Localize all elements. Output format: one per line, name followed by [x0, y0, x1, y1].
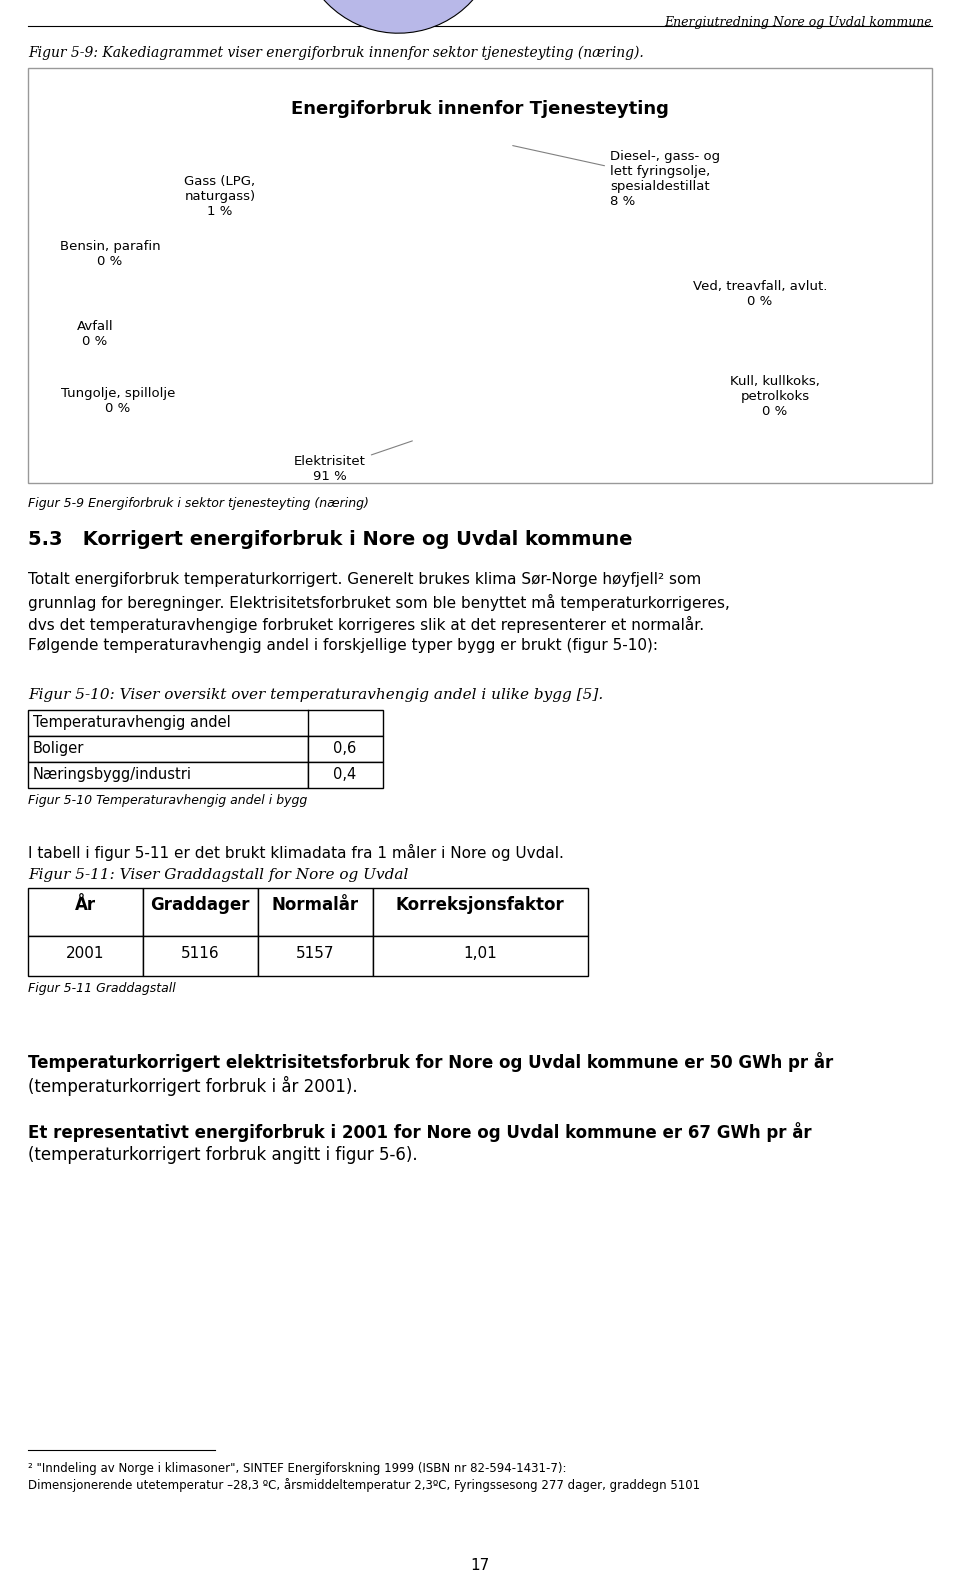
Text: Boliger: Boliger: [33, 741, 84, 756]
Text: Et representativt energiforbruk i 2001 for Nore og Uvdal kommune er 67 GWh pr år: Et representativt energiforbruk i 2001 f…: [28, 1122, 811, 1143]
Text: 5157: 5157: [296, 946, 334, 961]
Bar: [258, 887, 373, 936]
Bar: [28, 936, 143, 976]
Text: Ved, treavfall, avlut.
0 %: Ved, treavfall, avlut. 0 %: [693, 281, 828, 307]
Text: 0,6: 0,6: [333, 741, 356, 756]
Bar: [373, 936, 588, 976]
Text: Temperaturavhengig andel: Temperaturavhengig andel: [33, 716, 230, 730]
Text: ² "Inndeling av Norge i klimasoner", SINTEF Energiforskning 1999 (ISBN nr 82-594: ² "Inndeling av Norge i klimasoner", SIN…: [28, 1463, 566, 1475]
Text: Elektrisitet
91 %: Elektrisitet 91 %: [294, 441, 413, 482]
Text: Figur 5-9 Energiforbruk i sektor tjenesteyting (næring): Figur 5-9 Energiforbruk i sektor tjenest…: [28, 496, 369, 511]
Bar: [373, 887, 588, 936]
Text: Bensin, parafin
0 %: Bensin, parafin 0 %: [60, 240, 160, 268]
Text: Tungolje, spillolje
0 %: Tungolje, spillolje 0 %: [60, 388, 175, 414]
Text: Energiforbruk innenfor Tjenesteyting: Energiforbruk innenfor Tjenesteyting: [291, 99, 669, 118]
Text: 17: 17: [470, 1559, 490, 1573]
Text: Dimensjonerende utetemperatur –28,3 ºC, årsmiddeltemperatur 2,3ºC, Fyringssesong: Dimensjonerende utetemperatur –28,3 ºC, …: [28, 1478, 700, 1492]
Text: Figur 5-9: Kakediagrammet viser energiforbruk innenfor sektor tjenesteyting (nær: Figur 5-9: Kakediagrammet viser energifo…: [28, 46, 644, 60]
Text: (temperaturkorrigert forbruk i år 2001).: (temperaturkorrigert forbruk i år 2001).: [28, 1076, 358, 1095]
Text: 2001: 2001: [65, 946, 105, 961]
Text: I tabell i figur 5-11 er det brukt klimadata fra 1 måler i Nore og Uvdal.: I tabell i figur 5-11 er det brukt klima…: [28, 845, 564, 860]
Text: Figur 5-11: Viser Graddagstall for Nore og Uvdal: Figur 5-11: Viser Graddagstall for Nore …: [28, 868, 408, 883]
Bar: [28, 711, 383, 736]
Text: Næringsbygg/industri: Næringsbygg/industri: [33, 768, 192, 782]
Text: Graddager: Graddager: [151, 897, 250, 914]
Bar: [143, 887, 258, 936]
Text: Totalt energiforbruk temperaturkorrigert. Generelt brukes klima Sør-Norge høyfje: Totalt energiforbruk temperaturkorrigert…: [28, 572, 701, 586]
Text: Figur 5-10: Viser oversikt over temperaturavhengig andel i ulike bygg [5].: Figur 5-10: Viser oversikt over temperat…: [28, 689, 603, 701]
Text: Energiutredning Nore og Uvdal kommune: Energiutredning Nore og Uvdal kommune: [664, 16, 932, 28]
Bar: [308, 763, 383, 788]
Text: Temperaturkorrigert elektrisitetsforbruk for Nore og Uvdal kommune er 50 GWh pr : Temperaturkorrigert elektrisitetsforbruk…: [28, 1053, 833, 1072]
Wedge shape: [299, 0, 498, 33]
Text: Diesel-, gass- og
lett fyringsolje,
spesialdestillat
8 %: Diesel-, gass- og lett fyringsolje, spes…: [513, 145, 720, 208]
Bar: [258, 936, 373, 976]
Text: Figur 5-10 Temperaturavhengig andel i bygg: Figur 5-10 Temperaturavhengig andel i by…: [28, 794, 307, 807]
Bar: [28, 68, 932, 482]
Bar: [28, 736, 308, 763]
Text: Avfall
0 %: Avfall 0 %: [77, 320, 113, 348]
Text: Følgende temperaturavhengig andel i forskjellige typer bygg er brukt (figur 5-10: Følgende temperaturavhengig andel i fors…: [28, 638, 658, 652]
Text: Figur 5-11 Graddagstall: Figur 5-11 Graddagstall: [28, 982, 176, 994]
Text: Normalår: Normalår: [272, 897, 359, 914]
Bar: [28, 763, 308, 788]
Text: Korreksjonsfaktor: Korreksjonsfaktor: [396, 897, 564, 914]
Text: År: År: [75, 897, 96, 914]
Bar: [28, 887, 143, 936]
Text: dvs det temperaturavhengige forbruket korrigeres slik at det representerer et no: dvs det temperaturavhengige forbruket ko…: [28, 616, 704, 634]
Text: Kull, kullkoks,
petrolkoks
0 %: Kull, kullkoks, petrolkoks 0 %: [730, 375, 820, 418]
Bar: [308, 736, 383, 763]
Bar: [143, 936, 258, 976]
Text: 1,01: 1,01: [463, 946, 497, 961]
Text: (temperaturkorrigert forbruk angitt i figur 5-6).: (temperaturkorrigert forbruk angitt i fi…: [28, 1146, 418, 1165]
Text: Gass (LPG,
naturgass)
1 %: Gass (LPG, naturgass) 1 %: [184, 175, 255, 217]
Text: 0,4: 0,4: [333, 768, 356, 782]
Text: grunnlag for beregninger. Elektrisitetsforbruket som ble benyttet må temperaturk: grunnlag for beregninger. Elektrisitetsf…: [28, 594, 730, 611]
Text: 5.3   Korrigert energiforbruk i Nore og Uvdal kommune: 5.3 Korrigert energiforbruk i Nore og Uv…: [28, 530, 633, 548]
Text: 5116: 5116: [180, 946, 219, 961]
